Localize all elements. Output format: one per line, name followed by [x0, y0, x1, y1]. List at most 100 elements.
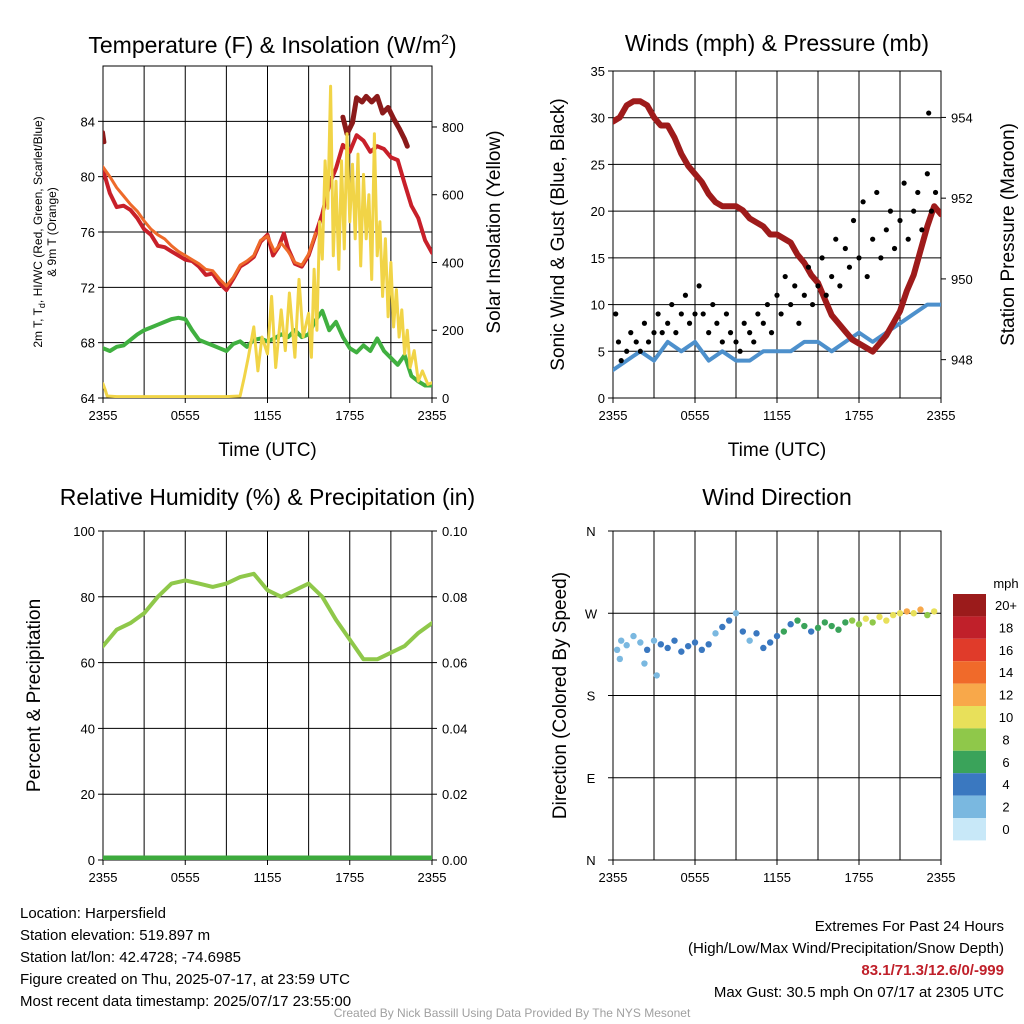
direction-point — [835, 626, 842, 633]
x-tick-label: 1755 — [335, 870, 364, 885]
gust-point — [727, 330, 734, 336]
y2-tick-label: 600 — [442, 188, 464, 203]
gust-point — [741, 320, 747, 326]
x-tick-label: 0555 — [681, 408, 710, 423]
y-tick-label: 25 — [591, 157, 605, 172]
y-tick-label: 68 — [81, 336, 95, 351]
x-tick-label: 1155 — [763, 870, 791, 885]
panel-temp: 64 68 72 76 80 84 0 200 400 600 800 2355 0555 1155 175… — [31, 31, 505, 461]
gust-point — [673, 330, 679, 336]
gust-point — [801, 292, 807, 298]
colorbar-swatch — [953, 818, 986, 841]
gust-point — [901, 180, 907, 186]
gust-point — [860, 199, 866, 205]
y-tick-label: 10 — [591, 298, 605, 313]
chart-title: Temperature (F) & Insolation (W/m2) — [88, 31, 456, 58]
y-tick-label: E — [587, 771, 596, 786]
y-tick-label: 76 — [81, 225, 95, 240]
direction-point — [773, 632, 781, 640]
direction-point — [698, 646, 706, 654]
y-tick-label: 100 — [73, 524, 95, 539]
y2-tick-label: 0.10 — [442, 524, 467, 539]
series-line — [103, 84, 432, 398]
gust-point — [665, 320, 671, 326]
direction-point — [650, 637, 658, 644]
direction-point — [641, 660, 648, 667]
x-tick-label: 2355 — [927, 870, 956, 885]
direction-point — [678, 648, 685, 655]
gust-point — [829, 273, 835, 280]
colorbar-swatch — [953, 728, 986, 751]
direction-point — [766, 639, 774, 646]
gust-point — [682, 292, 689, 298]
gust-point — [618, 358, 624, 364]
y2-tick-label: 400 — [442, 255, 464, 270]
x-tick-label: 1755 — [335, 408, 364, 423]
chart-title: Wind Direction — [702, 484, 852, 510]
y-tick-label: S — [587, 689, 596, 704]
x-tick-label: 0555 — [681, 870, 710, 885]
x-tick-label: 2355 — [89, 408, 118, 423]
gust-point — [645, 339, 652, 345]
gust-point — [706, 330, 712, 336]
credit-line: Created By Nick Bassill Using Data Provi… — [333, 1006, 691, 1020]
gust-point — [796, 320, 802, 326]
direction-point — [613, 646, 621, 654]
plot-data — [103, 571, 432, 860]
gust-point — [788, 301, 794, 308]
direction-point — [753, 630, 760, 637]
colorbar-label: 10 — [999, 710, 1013, 725]
direction-point — [807, 628, 815, 635]
colorbar-swatch — [953, 683, 986, 706]
chart-title: Winds (mph) & Pressure (mb) — [625, 30, 929, 56]
gust-point — [719, 339, 725, 345]
x-axis-label: Time (UTC) — [218, 440, 317, 461]
gust-point — [924, 171, 930, 177]
colorbar-swatch — [953, 795, 986, 818]
y2-tick-label: 950 — [951, 272, 973, 287]
gust-point — [700, 311, 706, 317]
colorbar-label: 0 — [1002, 822, 1009, 837]
gust-point — [710, 301, 716, 308]
figure-created: Figure created on Thu, 2025-07-17, at 23… — [20, 971, 350, 988]
y2-tick-label: 954 — [951, 110, 973, 125]
y2-tick-label: 0.04 — [442, 721, 467, 736]
colorbar-swatch — [953, 594, 986, 617]
gust-point — [633, 339, 639, 345]
gust-point — [613, 311, 619, 317]
direction-point — [760, 644, 767, 652]
x-tick-label: 1155 — [763, 408, 791, 423]
y-tick-label: 35 — [591, 64, 605, 79]
colorbar-title: mph — [993, 576, 1018, 591]
gust-point — [774, 292, 780, 298]
y-axis-label: Direction (Colored By Speed) — [550, 572, 571, 819]
direction-point — [821, 619, 829, 626]
direction-point — [794, 617, 801, 624]
direction-point — [705, 641, 712, 648]
direction-point — [637, 639, 644, 646]
y-label-rest: , HI/WC (Red, Green, Scarlet/Blue) — [31, 116, 45, 303]
direction-point — [848, 617, 856, 624]
gust-point — [755, 311, 761, 317]
y-axis-label: Percent & Precipitation — [24, 599, 45, 792]
gust-point — [764, 301, 771, 308]
gust-point — [651, 330, 657, 336]
gust-point — [874, 189, 880, 196]
gust-point — [678, 311, 684, 317]
panel-winds: 0 5 10 15 20 25 30 35 948 950 952 954 2355 0555 1155 17… — [548, 30, 1019, 461]
station-elevation: Station elevation: 519.897 m — [20, 927, 211, 944]
y-tick-label: 80 — [81, 170, 95, 185]
gust-point — [686, 320, 693, 326]
x-tick-label: 0555 — [171, 408, 200, 423]
y-label-subscript: d — [37, 303, 47, 308]
colorbar-swatch — [953, 661, 986, 684]
y-tick-label: 84 — [81, 114, 95, 129]
chart-title: Relative Humidity (%) & Precipitation (i… — [60, 484, 475, 510]
most-recent-timestamp: Most recent data timestamp: 2025/07/17 2… — [20, 993, 352, 1010]
y-tick-label: 15 — [591, 251, 605, 266]
direction-point — [814, 624, 822, 632]
direction-point — [623, 642, 630, 649]
direction-point — [691, 639, 699, 646]
colorbar-label: 12 — [999, 688, 1013, 703]
